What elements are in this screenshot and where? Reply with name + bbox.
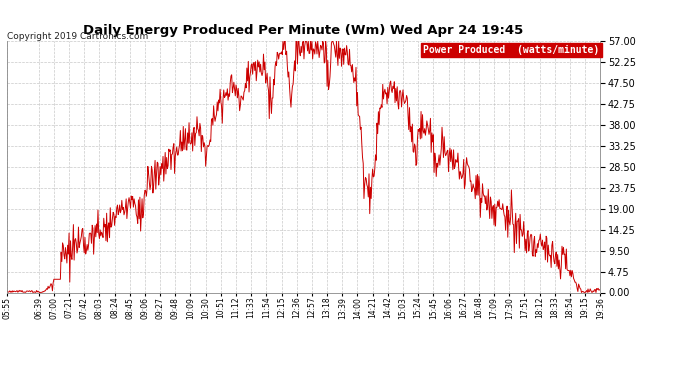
Text: Power Produced  (watts/minute): Power Produced (watts/minute) (424, 45, 600, 55)
Text: Copyright 2019 Cartronics.com: Copyright 2019 Cartronics.com (7, 32, 148, 41)
Text: Daily Energy Produced Per Minute (Wm) Wed Apr 24 19:45: Daily Energy Produced Per Minute (Wm) We… (83, 24, 524, 38)
